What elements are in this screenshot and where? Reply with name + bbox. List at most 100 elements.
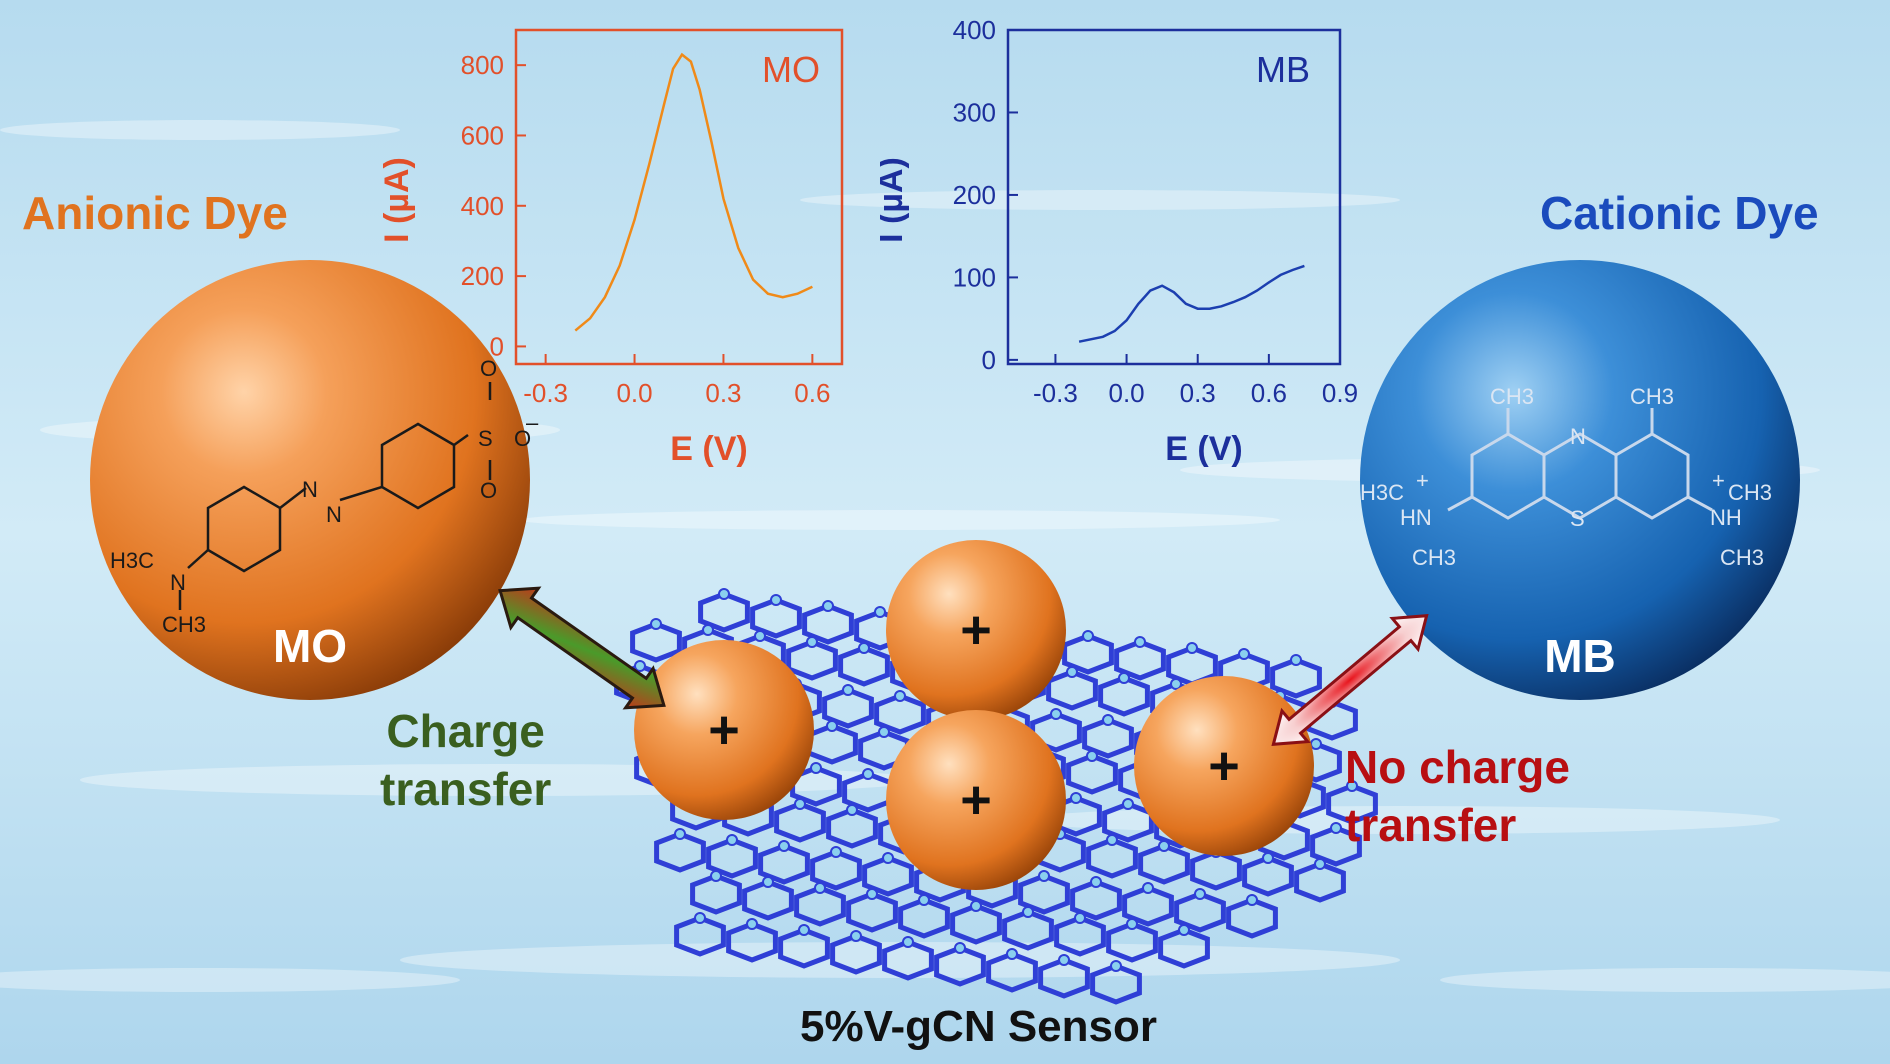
x-tick-label: 0.9 bbox=[1322, 378, 1358, 408]
lattice-node bbox=[694, 912, 706, 924]
lattice-node bbox=[1106, 834, 1118, 846]
mb-atom-ch3-lower-right: CH3 bbox=[1720, 545, 1764, 570]
lattice-ring bbox=[882, 939, 934, 981]
x-tick-label: 0.3 bbox=[1180, 378, 1216, 408]
x-axis-label: E (V) bbox=[670, 430, 747, 468]
lattice-node bbox=[798, 924, 810, 936]
lattice-node bbox=[810, 762, 822, 774]
lattice-node bbox=[702, 624, 714, 636]
no-charge-transfer-line-1: No charge bbox=[1345, 741, 1570, 793]
lattice-node bbox=[1170, 678, 1182, 690]
positive-sphere bbox=[634, 640, 814, 820]
mo-atom-n-azo-1: N bbox=[302, 477, 318, 502]
lattice-node bbox=[1066, 666, 1078, 678]
lattice-ring bbox=[1310, 825, 1362, 867]
lattice-ring bbox=[690, 873, 742, 915]
lattice-ring bbox=[1018, 873, 1070, 915]
lattice-ring bbox=[794, 885, 846, 927]
lattice-node bbox=[826, 720, 838, 732]
y-tick-label: 0 bbox=[982, 345, 996, 375]
lattice-node bbox=[822, 600, 834, 612]
lattice-node bbox=[1110, 960, 1122, 972]
no-charge-transfer-line-2: transfer bbox=[1345, 799, 1517, 851]
lattice-node bbox=[1082, 630, 1094, 642]
plot-frame bbox=[514, 28, 844, 366]
lattice-node bbox=[1102, 714, 1114, 726]
mo-atom-o-right: O bbox=[514, 426, 531, 451]
lattice-node bbox=[814, 882, 826, 894]
lattice-node bbox=[1058, 954, 1070, 966]
mo-sphere-label: MO bbox=[273, 620, 347, 672]
plus-sign: + bbox=[708, 700, 740, 760]
lattice-node bbox=[850, 930, 862, 942]
lattice-node bbox=[1038, 870, 1050, 882]
lattice-node bbox=[710, 870, 722, 882]
lattice-node bbox=[1246, 894, 1258, 906]
lattice-node bbox=[882, 852, 894, 864]
y-tick-label: 0 bbox=[490, 331, 504, 361]
lattice-ring bbox=[1242, 855, 1294, 897]
lattice-ring bbox=[822, 687, 874, 729]
mo-atom-s: S bbox=[478, 426, 493, 451]
cationic-dye-label: Cationic Dye bbox=[1540, 187, 1819, 239]
lattice-ring bbox=[838, 645, 890, 687]
x-tick-label: 0.3 bbox=[705, 378, 741, 408]
mb-molecule-atoms: CH3 CH3 N S H3C + HN CH3 + CH3 NH CH3 bbox=[1360, 384, 1772, 570]
lattice-ring bbox=[674, 915, 726, 957]
lattice-node bbox=[1142, 882, 1154, 894]
lattice-ring bbox=[858, 729, 910, 771]
lattice-ring bbox=[706, 837, 758, 879]
lattice-ring bbox=[802, 603, 854, 645]
mo-molecule-structure bbox=[178, 382, 492, 610]
y-tick-label: 200 bbox=[461, 261, 504, 291]
lattice-ring bbox=[742, 879, 794, 921]
lattice-ring bbox=[654, 831, 706, 873]
y-tick-label: 200 bbox=[953, 180, 996, 210]
lattice-ring bbox=[774, 801, 826, 843]
lattice-ring bbox=[1226, 897, 1278, 939]
lattice-node bbox=[718, 588, 730, 600]
x-tick-label: -0.3 bbox=[523, 378, 568, 408]
lattice-ring bbox=[934, 945, 986, 987]
plus-sign: + bbox=[1208, 736, 1240, 796]
lattice-ring bbox=[1190, 849, 1242, 891]
lattice-node bbox=[1314, 858, 1326, 870]
lattice-ring bbox=[950, 903, 1002, 945]
positive-sites: + + + + bbox=[634, 540, 1314, 890]
lattice-node bbox=[634, 660, 646, 672]
lattice-ring bbox=[1054, 915, 1106, 957]
mb-atom-s: S bbox=[1570, 506, 1585, 531]
lattice-node bbox=[1194, 888, 1206, 900]
lattice-node bbox=[954, 942, 966, 954]
anionic-dye-label: Anionic Dye bbox=[22, 187, 288, 239]
lattice-ring bbox=[1090, 963, 1142, 1005]
mb-atom-n: N bbox=[1570, 424, 1586, 449]
mo-atom-o-bottom: O bbox=[480, 478, 497, 503]
no-charge-transfer-label: No charge transfer bbox=[1345, 738, 1570, 854]
lattice-ring bbox=[1082, 717, 1134, 759]
mo-atom-n-amine: N bbox=[170, 570, 186, 595]
mo-atom-h3c: H3C bbox=[110, 548, 154, 573]
lattice-node bbox=[1310, 738, 1322, 750]
lattice-ring bbox=[1086, 837, 1138, 879]
lattice-node bbox=[830, 846, 842, 858]
charge-transfer-arrow bbox=[498, 586, 666, 710]
lattice-ring bbox=[810, 849, 862, 891]
y-tick-label: 800 bbox=[461, 50, 504, 80]
lattice-ring bbox=[1122, 885, 1174, 927]
y-axis-label: I (µA) bbox=[378, 157, 416, 243]
lattice-ring bbox=[898, 897, 950, 939]
lattice-node bbox=[846, 804, 858, 816]
positive-sphere bbox=[886, 710, 1066, 890]
lattice-ring bbox=[846, 891, 898, 933]
lattice-node bbox=[894, 690, 906, 702]
lattice-node bbox=[866, 888, 878, 900]
mo-atom-n-azo-2: N bbox=[326, 502, 342, 527]
lattice-ring bbox=[1098, 675, 1150, 717]
lattice-node bbox=[1050, 708, 1062, 720]
chart-annotation: MB bbox=[1256, 49, 1310, 90]
y-tick-label: 100 bbox=[953, 262, 996, 292]
mo-atom-charge: – bbox=[526, 410, 539, 435]
mb-molecule-structure bbox=[1447, 408, 1713, 520]
